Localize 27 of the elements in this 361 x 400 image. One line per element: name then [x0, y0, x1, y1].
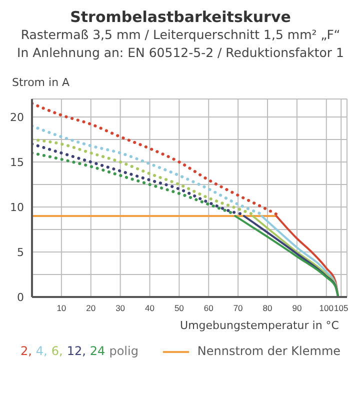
y-tick-label: 10 [10, 200, 24, 214]
x-tick-label: 20 [86, 303, 96, 314]
x-tick-label: 80 [262, 303, 273, 314]
x-axis-title: Umgebungstemperatur in °C [179, 319, 339, 332]
x-tick-label: 100 [319, 303, 334, 314]
y-axis-title: Strom in A [12, 76, 71, 89]
text: 6, [51, 344, 63, 358]
y-tick-label: 15 [10, 156, 24, 169]
text: 4, [36, 344, 48, 358]
y-tick-label: 0 [17, 290, 24, 304]
x-tick-label: 70 [233, 303, 244, 314]
x-tick-label: 30 [116, 303, 126, 314]
x-tick-label: 50 [174, 303, 184, 314]
legend-title: polig [109, 344, 138, 358]
y-tick-label: 5 [17, 246, 24, 259]
x-tick-label: 40 [145, 303, 155, 314]
chart-title: Strombelastbarkeitskurve [69, 8, 292, 26]
text: 2, [20, 344, 32, 358]
text: 24 [90, 344, 106, 358]
x-tick-label: 90 [292, 303, 302, 314]
x-tick-label: 10 [56, 303, 66, 314]
x-tick-label: 60 [204, 303, 214, 314]
chart-subtitle: Rastermaß 3,5 mm / Leiterquerschnitt 1,5 mm² „F“ In Anlehnung an: EN 60512-5-2 / Reduktionsfaktor 1 [16, 26, 345, 62]
x-tick-label: 105 [334, 303, 348, 314]
y-tick-label: 20 [10, 110, 24, 124]
legend-label: Nennstrom der Klemme [196, 344, 341, 358]
text: 12, [66, 344, 86, 358]
